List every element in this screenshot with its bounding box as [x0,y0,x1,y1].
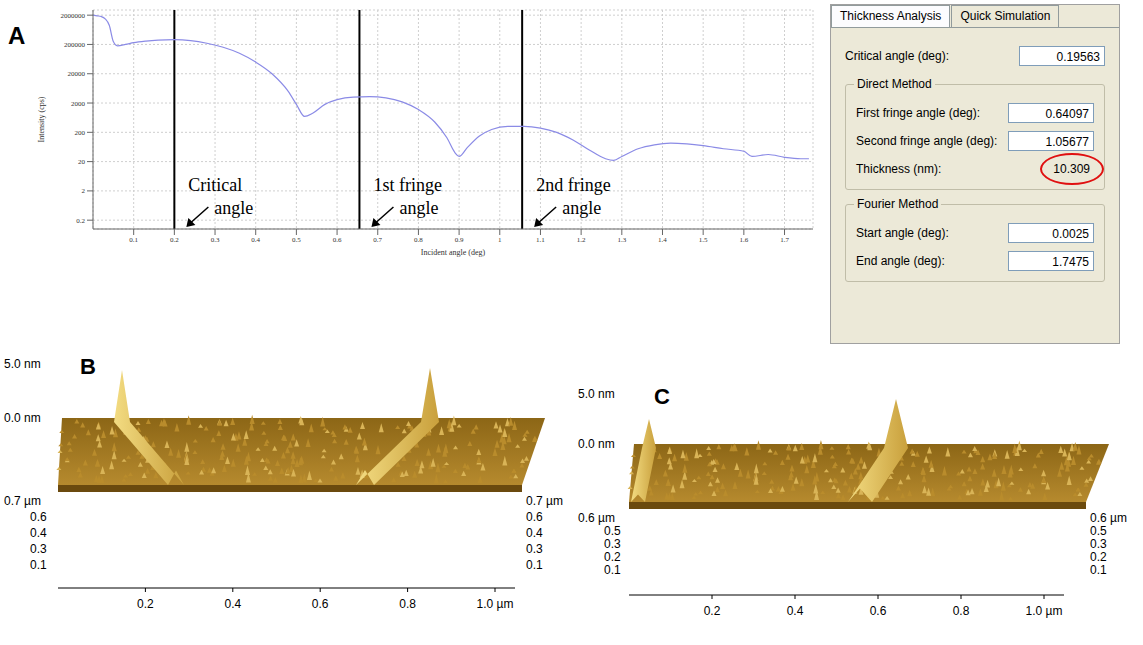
html-text:Fourier Method: Fourier Method [857,197,939,211]
svg-text:Incident angle (deg): Incident angle (deg) [421,248,486,257]
html-text:A: A [8,22,26,49]
svg-text:1.2: 1.2 [577,236,586,244]
html-text:1.05677: 1.05677 [1045,135,1089,149]
svg-text:0.5: 0.5 [292,236,301,244]
html-text:0.64097: 0.64097 [1045,107,1089,121]
svg-text:angle: angle [562,198,601,218]
svg-text:20000: 20000 [68,70,86,78]
svg-text:5.0 nm: 5.0 nm [4,357,41,371]
svg-text:0.9: 0.9 [455,236,464,244]
svg-text:0.4: 0.4 [30,526,47,540]
svg-text:0.7 µm: 0.7 µm [4,494,41,508]
svg-text:Intensity (cps): Intensity (cps) [37,96,46,142]
svg-text:0.2: 0.2 [137,597,154,611]
html-text:0.0025: 0.0025 [1052,227,1089,241]
svg-text:1.7: 1.7 [780,236,789,244]
svg-text:5.0 nm: 5.0 nm [578,387,615,401]
html-text:Thickness (nm):: Thickness (nm): [856,162,942,176]
svg-text:0.2: 0.2 [1090,550,1107,564]
svg-text:0.4: 0.4 [224,597,241,611]
svg-text:0.3: 0.3 [1090,537,1107,551]
svg-text:2000: 2000 [71,100,86,108]
svg-text:0.2: 0.2 [604,550,621,564]
svg-text:1.1: 1.1 [536,236,545,244]
svg-text:2000000: 2000000 [61,12,86,20]
svg-text:0.6: 0.6 [312,597,329,611]
svg-text:angle: angle [214,198,253,218]
svg-text:0.4: 0.4 [787,604,804,618]
svg-text:20: 20 [78,158,86,166]
svg-text:0.7 µm: 0.7 µm [526,494,563,508]
svg-text:0.2: 0.2 [170,236,179,244]
html-text:Start angle (deg):: Start angle (deg): [856,226,949,240]
svg-text:1.4: 1.4 [658,236,667,244]
svg-text:2: 2 [82,187,86,195]
html-text:Direct Method: Direct Method [857,77,932,91]
svg-text:B: B [80,354,96,379]
svg-text:0.1: 0.1 [526,558,543,572]
svg-text:1: 1 [498,236,502,244]
html-text:Thickness Analysis: Thickness Analysis [840,9,942,23]
svg-text:Critical: Critical [188,175,242,195]
svg-text:C: C [654,384,670,409]
svg-text:1.6: 1.6 [739,236,748,244]
svg-text:0.7: 0.7 [373,236,382,244]
svg-text:0.1: 0.1 [604,563,621,577]
html-text:End angle (deg):: End angle (deg): [856,254,945,268]
html-text:Critical angle (deg):: Critical angle (deg): [845,49,949,63]
svg-text:0.2: 0.2 [76,217,85,225]
svg-text:0.3: 0.3 [30,542,47,556]
svg-text:0.5: 0.5 [604,524,621,538]
svg-text:1.0 µm: 1.0 µm [1026,604,1063,618]
svg-text:0.8: 0.8 [399,597,416,611]
svg-text:1.5: 1.5 [699,236,708,244]
svg-text:1st fringe: 1st fringe [373,175,441,195]
svg-text:0.5: 0.5 [1090,524,1107,538]
svg-text:0.6: 0.6 [30,510,47,524]
svg-text:0.1: 0.1 [1090,563,1107,577]
html-text:First fringe angle (deg):: First fringe angle (deg): [856,106,981,120]
html-text:Second fringe angle (deg):: Second fringe angle (deg): [856,134,998,148]
svg-text:0.6: 0.6 [333,236,342,244]
svg-text:1.0 µm: 1.0 µm [477,597,514,611]
svg-text:0.4: 0.4 [526,526,543,540]
html-text:0.19563: 0.19563 [1056,50,1100,64]
svg-text:0.6 µm: 0.6 µm [1090,511,1127,525]
svg-text:0.6 µm: 0.6 µm [578,511,615,525]
svg-text:200: 200 [75,129,86,137]
svg-text:0.2: 0.2 [704,604,721,618]
svg-text:0.3: 0.3 [211,236,220,244]
svg-text:0.1: 0.1 [30,558,47,572]
svg-text:0.1: 0.1 [129,236,138,244]
svg-text:0.4: 0.4 [251,236,260,244]
svg-text:angle: angle [399,198,438,218]
svg-text:0.3: 0.3 [604,537,621,551]
svg-text:0.8: 0.8 [953,604,970,618]
html-text:1.7475: 1.7475 [1052,255,1089,269]
svg-text:0.6: 0.6 [870,604,887,618]
svg-text:1.3: 1.3 [617,236,626,244]
svg-text:0.0 nm: 0.0 nm [578,437,615,451]
svg-text:200000: 200000 [64,41,86,49]
svg-text:0.3: 0.3 [526,542,543,556]
svg-text:0.8: 0.8 [414,236,423,244]
html-text:10.309: 10.309 [1053,162,1090,176]
svg-text:0.6: 0.6 [526,510,543,524]
html-text:Quick Simulation: Quick Simulation [960,9,1051,23]
svg-text:2nd fringe: 2nd fringe [536,175,610,195]
svg-text:0.0 nm: 0.0 nm [4,411,41,425]
